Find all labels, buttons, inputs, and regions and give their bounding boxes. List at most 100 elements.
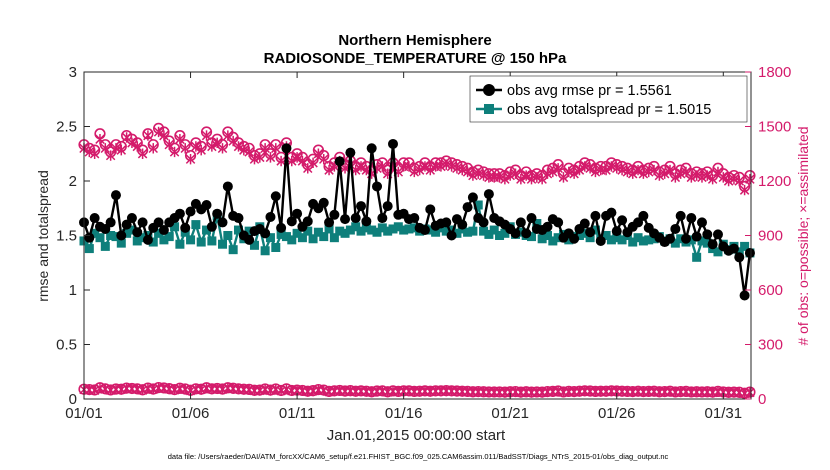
- rmse-point: [345, 147, 356, 158]
- obs-assimilated-point: [505, 170, 515, 181]
- rmse-point: [340, 214, 351, 225]
- totalspread-point: [138, 233, 148, 243]
- totalspread-point: [111, 232, 121, 242]
- rmse-point: [441, 217, 452, 228]
- totalspread-point: [313, 227, 323, 237]
- obs-assimilated-point: [553, 163, 563, 174]
- rmse-point: [478, 217, 489, 228]
- obs-assimilated-point: [100, 143, 111, 154]
- legend-rmse-marker: [483, 84, 495, 96]
- totalspread-point: [388, 224, 398, 234]
- rmse-point: [350, 213, 361, 224]
- obs-assimilated-point: [271, 143, 281, 154]
- obs-assimilated-point: [494, 172, 505, 183]
- rmse-point: [728, 243, 739, 254]
- obs-assimilated-point: [308, 157, 318, 169]
- obs-assimilated-point: [659, 168, 670, 179]
- y-tick-label: 2: [69, 173, 77, 190]
- totalspread-point: [202, 225, 212, 235]
- obs-assimilated-point: [633, 164, 643, 176]
- obs-assimilated-point: [500, 173, 510, 185]
- rmse-point: [553, 217, 564, 228]
- obs-assimilated-point: [116, 144, 127, 156]
- obs-assimilated-point: [292, 152, 302, 163]
- totalspread-point: [340, 228, 350, 238]
- obs-assimilated-point: [462, 166, 473, 178]
- totalspread-point: [580, 228, 590, 238]
- totalspread-point: [686, 235, 696, 245]
- rmse-point: [739, 290, 750, 301]
- rmse-point: [158, 225, 169, 236]
- obs-assimilated-point: [622, 166, 633, 178]
- rmse-point: [361, 216, 372, 227]
- totalspread-point: [233, 225, 243, 235]
- obs-assimilated-point: [169, 146, 180, 158]
- totalspread-point: [95, 233, 105, 243]
- totalspread-point: [628, 237, 638, 247]
- obs-assimilated-point: [697, 172, 707, 183]
- obs-assimilated-point: [521, 170, 531, 181]
- obs-assimilated-point: [745, 173, 755, 185]
- y-tick-label: 1.5: [56, 228, 77, 245]
- rmse-point: [686, 213, 697, 224]
- totalspread-point: [463, 227, 473, 237]
- totalspread-point: [90, 228, 100, 238]
- rmse-point: [260, 228, 271, 239]
- y-tick-label: 0: [69, 391, 77, 408]
- obs-assimilated-point: [196, 144, 206, 156]
- totalspread-point: [638, 236, 648, 246]
- totalspread-point: [590, 225, 600, 235]
- x-tick-label: 01/21: [491, 405, 529, 422]
- obs-assimilated-point: [569, 168, 579, 179]
- obs-assimilated-point: [548, 166, 558, 178]
- totalspread-point: [495, 231, 505, 240]
- totalspread-point: [713, 247, 723, 257]
- rmse-point: [595, 235, 606, 246]
- obs-assimilated-point: [377, 161, 388, 172]
- rmse-point: [174, 208, 185, 219]
- totalspread-point: [297, 233, 307, 243]
- totalspread-point: [377, 223, 387, 233]
- totalspread-point: [399, 225, 409, 235]
- obs-assimilated-point: [532, 172, 542, 183]
- obs-assimilated-point: [191, 141, 201, 152]
- obs-assimilated-point: [287, 155, 297, 167]
- obs-assimilated-point: [612, 163, 622, 174]
- obs-assimilated-point: [105, 150, 116, 161]
- rmse-point: [372, 181, 383, 192]
- totalspread-point: [740, 241, 750, 251]
- totalspread-point: [122, 228, 132, 238]
- obs-assimilated-point: [526, 173, 537, 185]
- obs-assimilated-point: [276, 385, 286, 397]
- obs-assimilated-point: [239, 144, 249, 156]
- obs-assimilated-point: [276, 155, 286, 167]
- rmse-point: [89, 213, 100, 224]
- obs-assimilated-point: [249, 154, 260, 165]
- totalspread-point: [484, 229, 494, 239]
- totalspread-point: [207, 236, 217, 246]
- totalspread-point: [702, 238, 712, 248]
- rmse-point: [734, 252, 745, 263]
- totalspread-point: [361, 223, 371, 233]
- totalspread-point: [633, 233, 643, 243]
- totalspread-point: [132, 236, 142, 246]
- totalspread-point: [154, 228, 164, 238]
- x-axis-label: Jan.01,2015 00:00:00 start: [327, 427, 506, 444]
- rmse-point: [542, 221, 553, 232]
- totalspread-point: [585, 233, 595, 243]
- obs-assimilated-point: [446, 161, 457, 172]
- legend: obs avg rmse pr = 1.5561 obs avg totalsp…: [469, 75, 748, 123]
- rmse-point: [606, 207, 617, 218]
- rmse-point: [409, 213, 420, 224]
- obs-assimilated-point: [606, 161, 617, 172]
- totalspread-point: [676, 234, 686, 244]
- rmse-point: [244, 234, 255, 245]
- totalspread-point: [452, 228, 462, 238]
- totalspread-point: [393, 222, 403, 232]
- rmse-point: [675, 210, 686, 221]
- y-axis-label: rmse and totalspread: [35, 170, 51, 302]
- x-tick-label: 01/01: [65, 405, 103, 422]
- obs-assimilated-point: [95, 134, 105, 145]
- legend-spread-marker: [484, 104, 494, 114]
